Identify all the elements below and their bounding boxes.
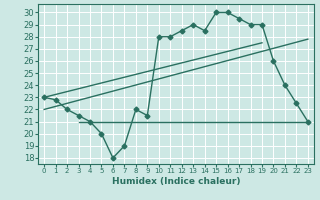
X-axis label: Humidex (Indice chaleur): Humidex (Indice chaleur) [112,177,240,186]
